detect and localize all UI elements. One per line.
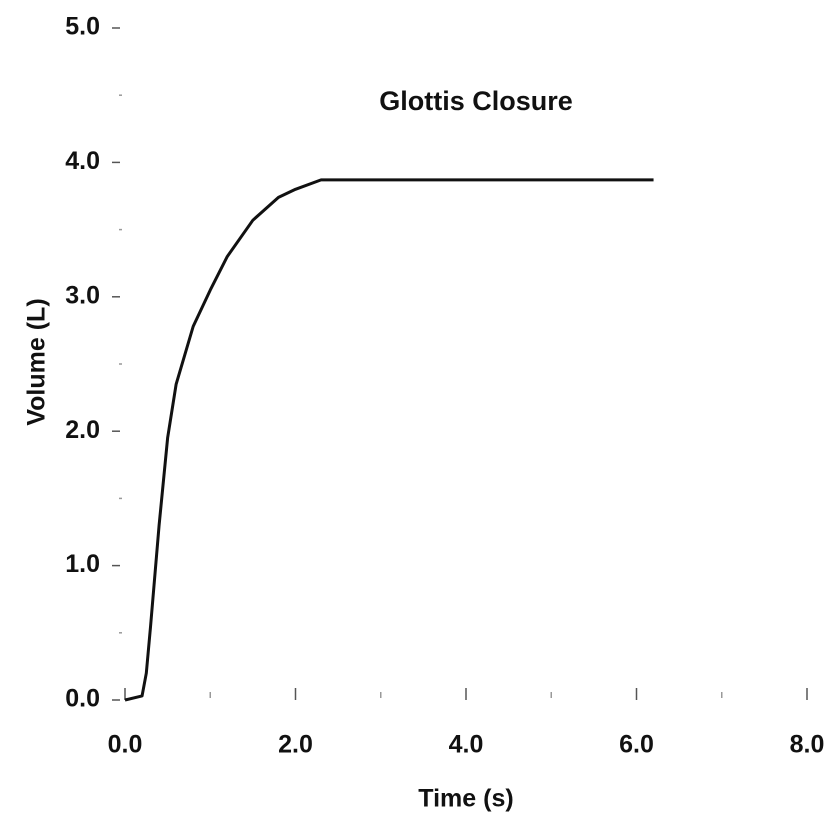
- x-tick-label: 2.0: [278, 731, 313, 759]
- y-tick-label: 0.0: [65, 685, 100, 713]
- x-tick-label: 8.0: [790, 731, 825, 759]
- y-tick-label: 5.0: [65, 13, 100, 41]
- chart-title: Glottis Closure: [379, 86, 573, 116]
- y-tick-label: 4.0: [65, 147, 100, 175]
- x-tick-label: 0.0: [108, 731, 143, 759]
- y-tick-label: 1.0: [65, 550, 100, 578]
- data-line: [124, 178, 654, 702]
- x-tick-label: 6.0: [619, 731, 654, 759]
- x-tick-label: 4.0: [449, 731, 484, 759]
- y-tick-label: 2.0: [65, 416, 100, 444]
- y-axis-label: Volume (L): [23, 298, 51, 425]
- y-tick-label: 3.0: [65, 281, 100, 309]
- x-axis-label: Time (s): [418, 785, 513, 813]
